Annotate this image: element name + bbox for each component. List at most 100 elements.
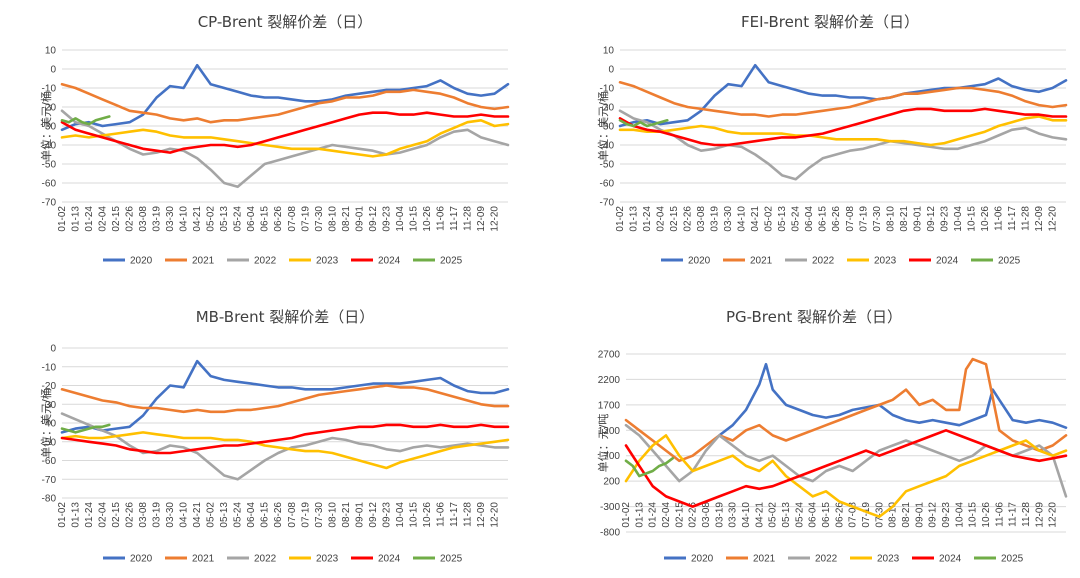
legend-item-2025: 2025 [413,554,463,565]
y-tick-label: -60 [600,179,615,190]
x-tick-label: 06-15 [260,502,271,528]
x-tick-label: 07-08 [845,206,856,232]
legend-item-2023: 2023 [847,256,897,267]
x-tick-label: 01-02 [615,206,626,232]
y-tick-label: -20 [42,103,57,114]
x-tick-label: 09-12 [928,502,939,528]
x-tick-label: 09-23 [941,502,952,528]
chart-title: FEI-Brent 裂解价差（日） [741,13,919,31]
series-line-2023 [618,115,1068,147]
legend-item-2023: 2023 [289,554,339,565]
y-tick-label: -20 [600,103,615,114]
x-tick-label: 01-24 [648,502,659,528]
x-tick-label: 10-26 [980,206,991,232]
y-axis-label: 单位：美元/桶 [596,91,610,161]
series-line-2020 [60,359,510,434]
series-line-2022 [618,109,1068,181]
x-tick-label: 10-26 [422,502,433,528]
x-tick-label: 02-26 [125,206,136,232]
y-tick-label: 700 [603,451,620,462]
legend-label: 2025 [1001,554,1024,565]
x-tick-label: 03-19 [714,502,725,528]
y-tick-label: -60 [42,456,57,467]
x-tick-label: 06-26 [834,502,845,528]
legend-item-2020: 2020 [664,554,714,565]
y-tick-label: -50 [42,437,57,448]
y-tick-label: -800 [600,528,620,539]
x-tick-label: 05-24 [794,502,805,528]
series-line-2024 [60,111,510,154]
x-tick-label: 09-01 [354,206,365,232]
y-tick-label: 200 [603,477,620,488]
x-tick-label: 11-28 [462,206,473,231]
x-tick-label: 10-04 [953,206,964,232]
x-tick-label: 06-15 [818,206,829,232]
series-line-2020 [717,362,1068,437]
legend-item-2022: 2022 [785,256,835,267]
x-tick-label: 02-26 [125,502,136,528]
x-tick-label: 12-20 [1047,206,1058,232]
x-tick-label: 08-10 [888,502,899,528]
x-tick-label: 05-24 [233,206,244,232]
x-tick-label: 01-13 [629,206,640,232]
x-tick-label: 06-04 [804,206,815,232]
legend-item-2022: 2022 [227,256,277,267]
x-tick-label: 06-04 [246,206,257,232]
legend-label: 2023 [316,554,339,565]
series-line-2025 [60,423,111,434]
x-tick-label: 04-10 [737,206,748,232]
y-tick-label: -70 [42,198,57,209]
x-tick-label: 01-13 [71,206,82,232]
legend-label: 2022 [815,554,838,565]
x-tick-label: 07-19 [300,502,311,528]
y-tick-label: -40 [42,141,57,152]
chart-panel-3: MB-Brent 裂解价差（日） 单位：美元/桶 0 -10 -20 -30 -40 -50 -… [39,308,510,565]
y-axis-label: 单位：美元/桶 [39,91,53,161]
x-tick-label: 12-20 [489,206,500,232]
x-tick-label: 11-17 [449,206,460,231]
series-line-2022 [624,423,1068,498]
series-line-2022 [60,109,510,189]
legend-label: 2023 [316,256,339,267]
legend-label: 2022 [254,256,277,267]
x-tick-label: 07-08 [848,502,859,528]
legend-label: 2020 [691,554,714,565]
x-tick-label: 10-04 [954,502,965,528]
y-tick-label: -20 [42,381,57,392]
legend-item-2025: 2025 [413,256,463,267]
y-tick-label: -10 [42,84,57,95]
x-tick-label: 06-04 [246,502,257,528]
y-axis-label: 单位：美元/桶 [39,388,53,458]
x-tick-label: 02-04 [98,206,109,232]
legend-label: 2025 [440,554,463,565]
legend-item-2020: 2020 [103,256,153,267]
x-tick-label: 07-30 [872,206,883,232]
x-tick-label: 02-26 [688,502,699,528]
y-tick-label: -60 [42,179,57,190]
x-tick-label: 03-30 [165,502,176,528]
x-tick-label: 02-04 [661,502,672,528]
x-tick-label: 05-24 [233,502,244,528]
legend-label: 2025 [440,256,463,267]
x-tick-label: 01-24 [642,206,653,232]
legend-label: 2020 [130,256,153,267]
legend-item-2021: 2021 [726,554,776,565]
x-tick-label: 02-15 [111,206,122,232]
series-line-2024 [60,423,510,455]
y-tick-label: 0 [608,65,614,76]
x-tick-label: 02-04 [656,206,667,232]
legend-item-2020: 2020 [661,256,711,267]
x-tick-label: 10-26 [422,206,433,232]
series-line-2020 [618,63,1068,128]
x-tick-label: 02-04 [98,502,109,528]
x-tick-label: 05-02 [768,502,779,528]
x-tick-label: 03-08 [701,502,712,528]
series-line-2021 [624,357,1068,463]
x-tick-label: 05-13 [781,502,792,528]
y-tick-label: -70 [42,475,57,486]
legend-item-2025: 2025 [974,554,1024,565]
legend-label: 2020 [130,554,153,565]
series-line-2021 [618,81,1068,118]
x-tick-label: 07-30 [874,502,885,528]
